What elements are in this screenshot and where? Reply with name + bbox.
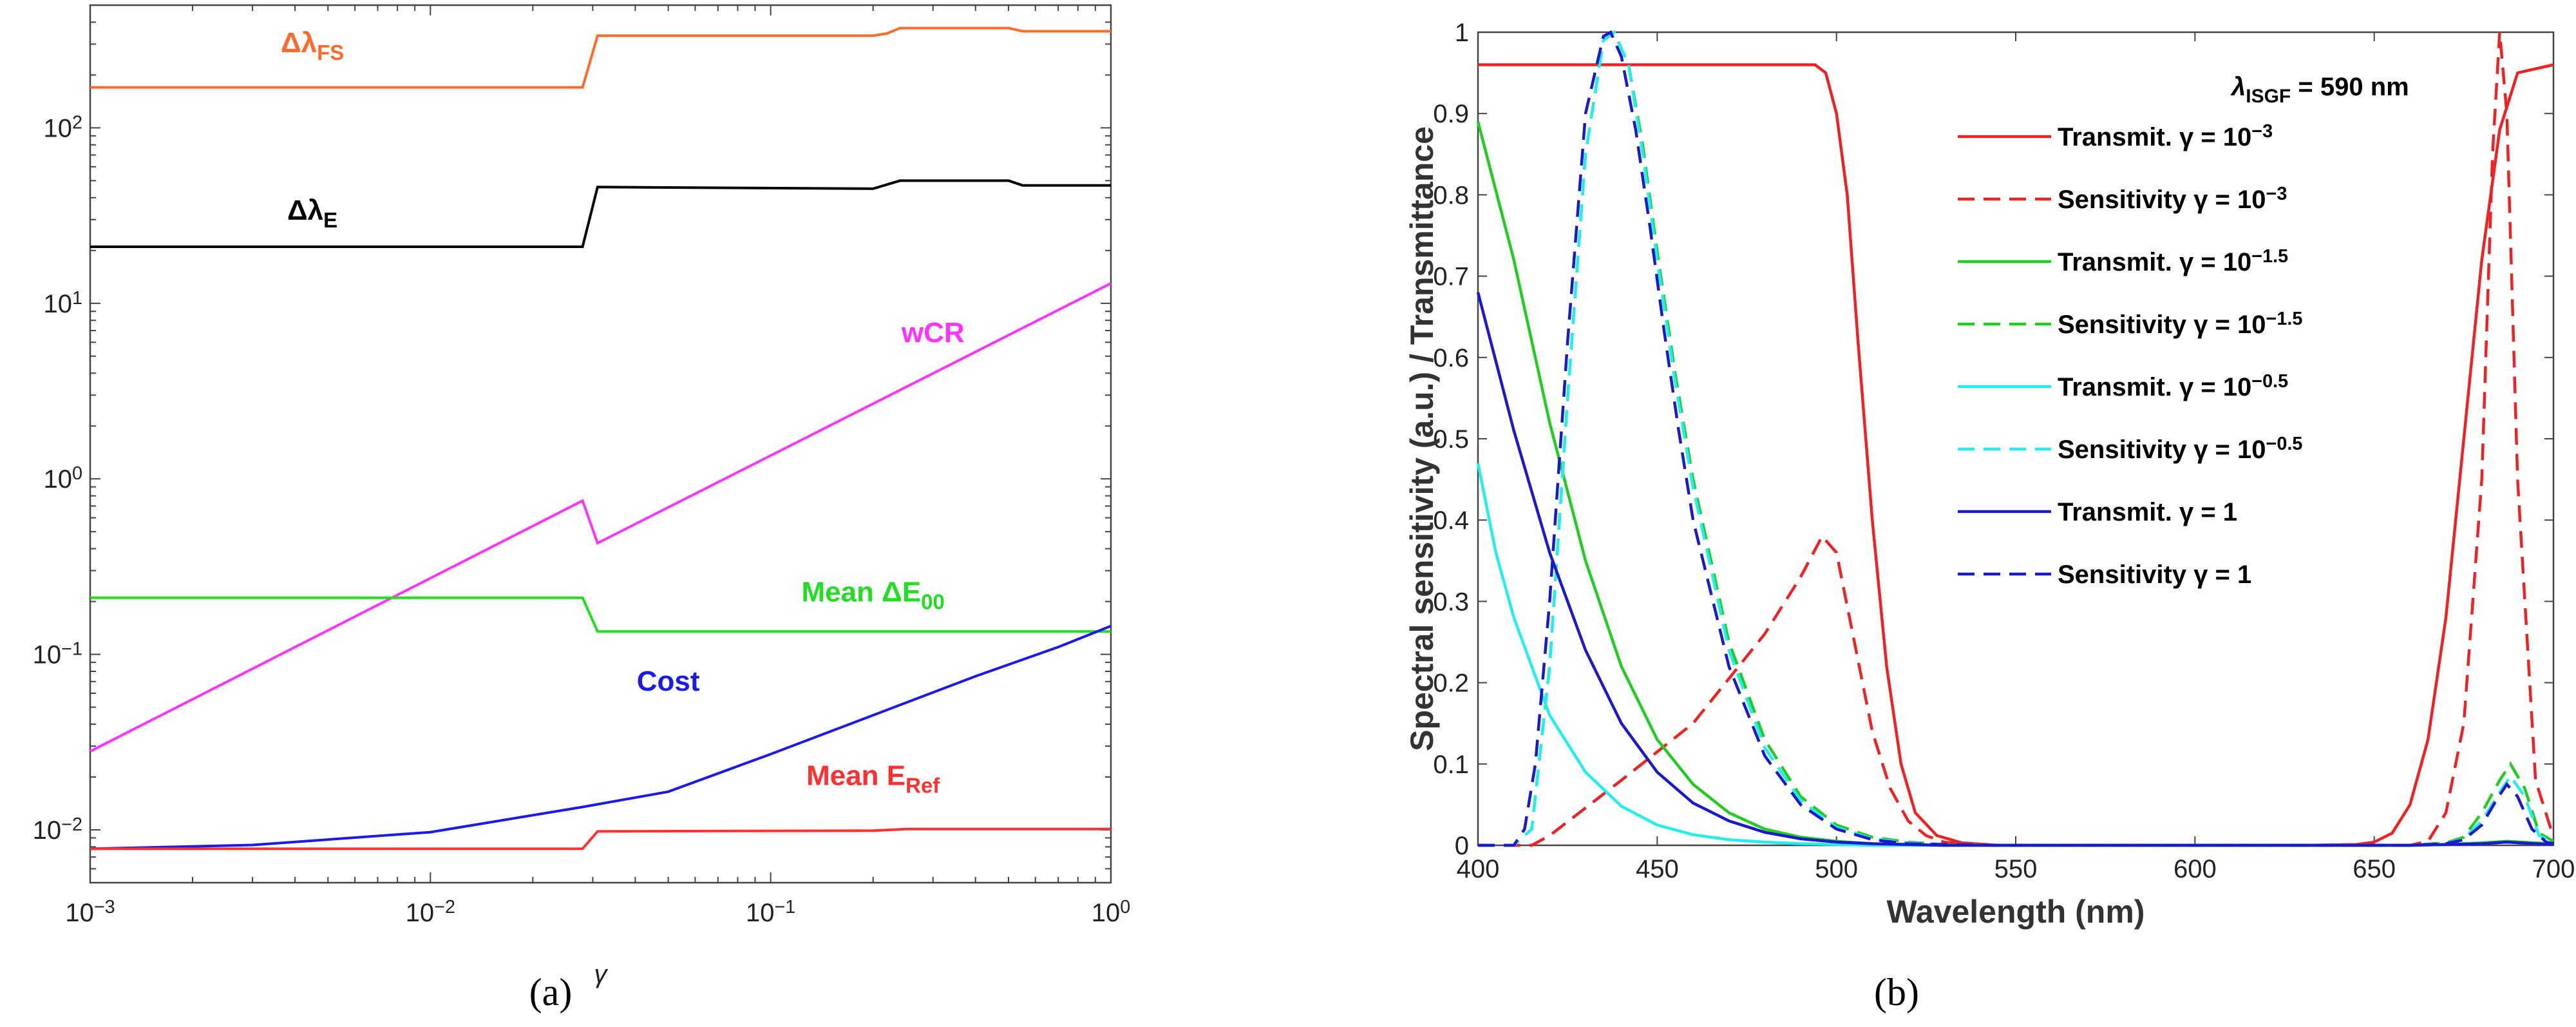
y-tick-label: 10−2	[33, 814, 82, 845]
y-tick-label: 102	[43, 112, 82, 142]
series-line-7	[1478, 30, 2554, 847]
y-tick-label: 0.5	[1433, 425, 1469, 454]
y-tick-label: 0.7	[1433, 263, 1469, 291]
y-tick-label: 0.1	[1433, 751, 1469, 779]
series-line-4	[90, 624, 1112, 850]
x-tick-label: 10−2	[406, 897, 455, 927]
x-tick-label: 700	[2532, 855, 2575, 883]
panel-a-axes-box	[89, 4, 1112, 884]
series-label-0: ΔλFS	[281, 27, 344, 64]
panel-b-axes-box	[1477, 31, 2555, 847]
series-label-4: Cost	[637, 666, 700, 697]
y-tick-label: 0.3	[1433, 588, 1469, 616]
series-line-2	[90, 282, 1112, 753]
x-tick-label: 450	[1636, 855, 1679, 883]
series-line-6	[1476, 292, 2554, 847]
legend-label-0: Transmit. γ = 10−3	[2058, 121, 2273, 151]
legend-label-6: Transmit. γ = 1	[2058, 498, 2237, 526]
y-tick-label: 0.9	[1433, 100, 1469, 128]
y-axis-label: Spectral sensitivity (a.u.) / Transmitta…	[1404, 126, 1440, 751]
series-label-2: wCR	[901, 317, 965, 349]
panel-b-chart: 0 0.1 0.2 0.3 0.4 0.5 0.6 0.7 0.8 0.9 1 400 450 500 55…	[1404, 19, 2575, 930]
x-axis-label: γ	[594, 960, 609, 988]
y-tick-label: 1	[1455, 19, 1469, 47]
series-line-1	[90, 179, 1111, 248]
y-tick-label: 0.6	[1433, 344, 1469, 372]
legend-label-3: Sensitivity γ = 10−1.5	[2058, 309, 2302, 339]
legend-label-2: Transmit. γ = 10−1.5	[2058, 246, 2288, 276]
series-line-0	[90, 26, 1111, 89]
x-tick-label: 100	[1092, 897, 1131, 927]
x-tick-label: 650	[2353, 855, 2396, 883]
panel-b-label: (b)	[1874, 971, 1919, 1013]
legend-label-5: Sensitivity γ = 10−0.5	[2058, 434, 2302, 464]
y-tick-label: 10−1	[33, 639, 82, 669]
y-tick-label: 0.4	[1433, 506, 1469, 535]
panel-a-chart: 10−2 10−1 100 101 102 10−3 10−2 10−1 100 γ ΔλFS ΔλE…	[33, 4, 1131, 988]
legend-title: λISGF = 590 nm	[2230, 73, 2409, 107]
legend-label-4: Transmit. γ = 10−0.5	[2058, 371, 2288, 401]
panel-a-label: (a)	[529, 971, 573, 1013]
x-tick-label: 600	[2174, 855, 2217, 883]
x-axis-label: Wavelength (nm)	[1887, 894, 2145, 930]
series-line-1	[1478, 32, 2555, 847]
legend-label-7: Sensitivity γ = 1	[2058, 561, 2251, 589]
legend-label-1: Sensitivity γ = 10−3	[2058, 184, 2287, 214]
y-tick-label: 100	[43, 463, 82, 494]
x-tick-label: 10−3	[65, 897, 115, 927]
x-tick-label: 10−1	[746, 897, 795, 927]
y-tick-label: 0.2	[1433, 669, 1469, 698]
series-line-3	[90, 596, 1111, 633]
x-tick-label: 500	[1815, 855, 1858, 883]
series-label-1: ΔλE	[287, 195, 337, 232]
x-tick-label: 550	[1994, 855, 2038, 883]
x-tick-label: 400	[1457, 855, 1500, 883]
series-line-5	[1478, 30, 2554, 847]
y-tick-label: 0	[1455, 832, 1469, 860]
y-tick-label: 101	[43, 288, 82, 318]
series-label-5: Mean ERef	[806, 760, 940, 797]
series-label-3: Mean ΔE00	[802, 577, 945, 614]
y-tick-label: 0.8	[1433, 181, 1469, 209]
series-line-5	[90, 827, 1111, 850]
